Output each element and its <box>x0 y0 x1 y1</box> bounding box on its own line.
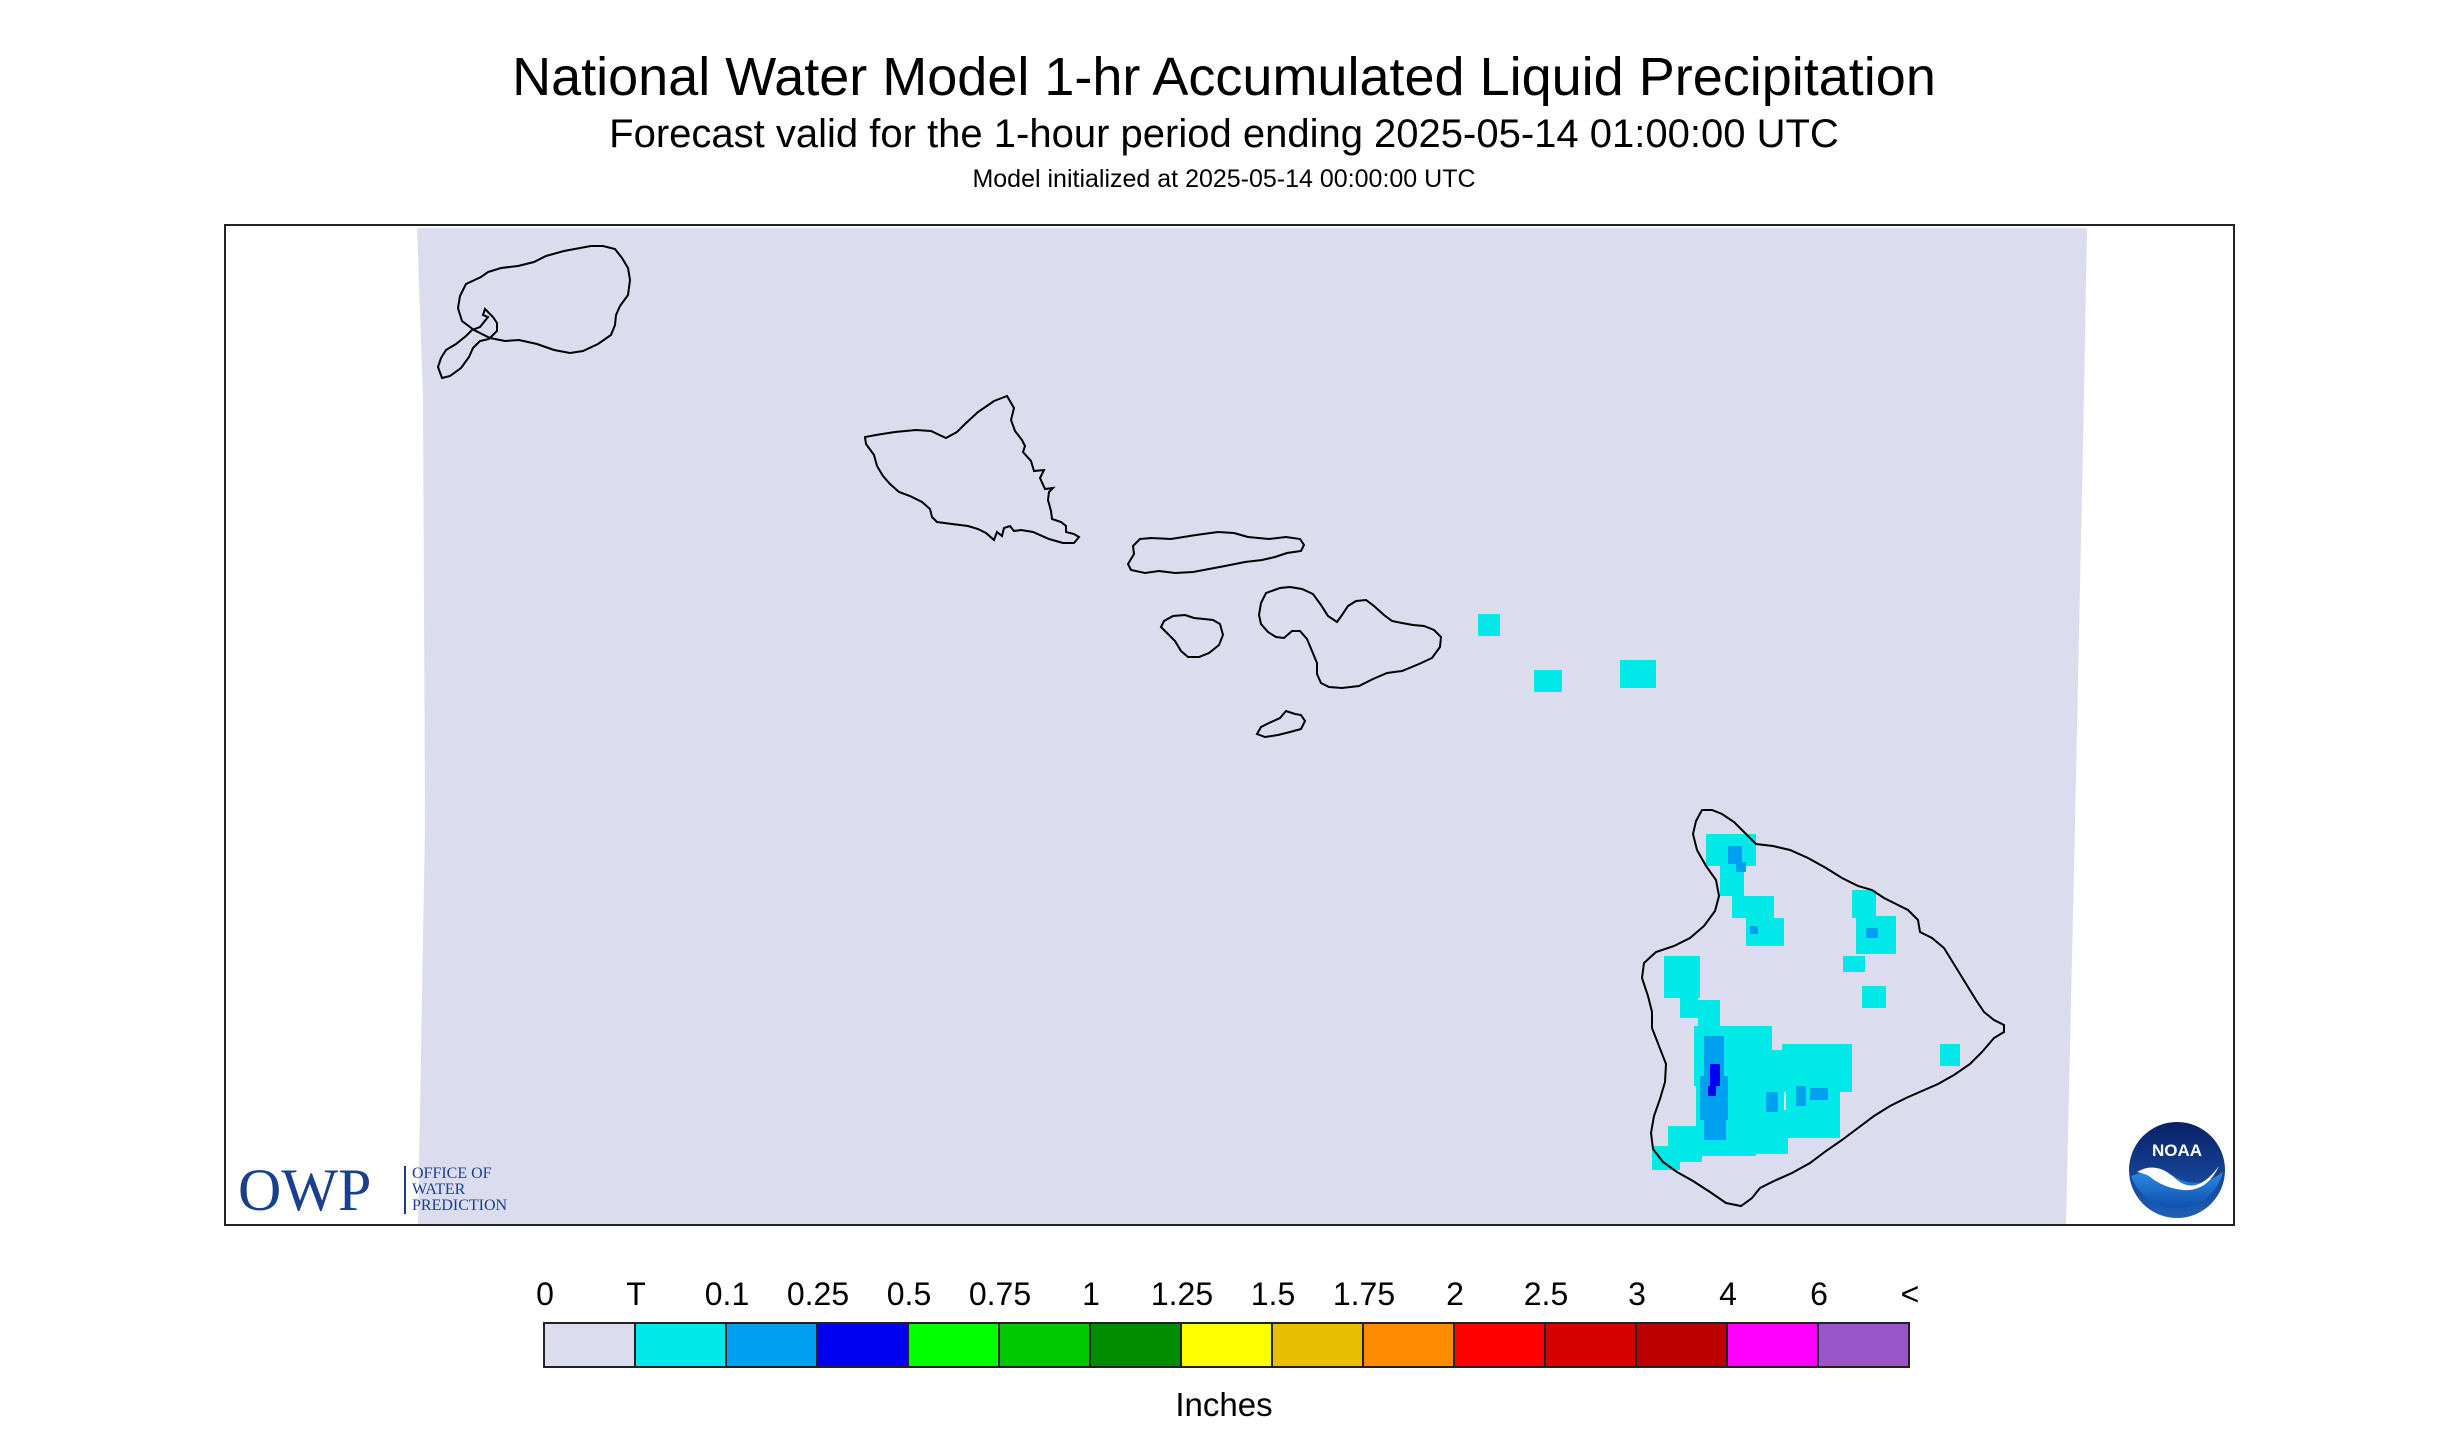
legend-label-7: 1.25 <box>1150 1276 1214 1312</box>
legend-swatch-8 <box>1273 1324 1364 1366</box>
legend-swatch-4 <box>909 1324 1000 1366</box>
legend-swatch-1 <box>636 1324 727 1366</box>
noaa-logo-text: NOAA <box>2152 1141 2202 1160</box>
owp-logo-line1: OFFICE OF <box>412 1165 492 1182</box>
legend-swatch-13 <box>1728 1324 1819 1366</box>
legend-swatch-6 <box>1091 1324 1182 1366</box>
legend-swatch-2 <box>727 1324 818 1366</box>
legend-label-2: 0.1 <box>704 1276 750 1312</box>
legend-label-11: 2.5 <box>1523 1276 1569 1312</box>
island-molokai <box>1126 530 1306 575</box>
legend-swatch-0 <box>545 1324 636 1366</box>
legend-label-1: T <box>626 1276 646 1312</box>
legend-label-14: 6 <box>1810 1276 1828 1312</box>
legend-labels: 0 T 0.1 0.25 0.5 0.75 1 1.25 1.5 1.75 2 2.5 3 4 6 < <box>0 1276 2448 1316</box>
legend-swatch-5 <box>1000 1324 1091 1366</box>
legend-label-10: 2 <box>1446 1276 1464 1312</box>
legend-label-13: 4 <box>1719 1276 1737 1312</box>
island-kahoolawe <box>1255 709 1307 739</box>
island-niihau <box>436 307 498 380</box>
island-maui <box>1257 585 1443 690</box>
island-lanai <box>1159 613 1225 658</box>
precip-maui <box>1478 614 1656 692</box>
legend-swatch-14 <box>1819 1324 1908 1366</box>
owp-logo-text: OWP <box>238 1157 372 1223</box>
legend-label-0: 0 <box>536 1276 554 1312</box>
legend-units-label: Inches <box>1175 1386 1273 1423</box>
legend-label-9: 1.75 <box>1332 1276 1396 1312</box>
owp-logo-line3: PREDICTION <box>412 1197 508 1214</box>
legend-swatch-12 <box>1637 1324 1728 1366</box>
legend-swatch-7 <box>1182 1324 1273 1366</box>
legend-label-5: 0.75 <box>968 1276 1032 1312</box>
coastlines <box>436 245 2005 1208</box>
legend-swatch-9 <box>1364 1324 1455 1366</box>
noaa-logo[interactable]: NOAA <box>2127 1120 2227 1220</box>
legend-colorbar <box>543 1322 1910 1368</box>
owp-logo-divider <box>404 1166 406 1214</box>
island-kauai <box>456 245 632 355</box>
map-panel[interactable]: OWP OFFICE OF WATER PREDICTION NOAA <box>224 224 2235 1226</box>
legend-swatch-11 <box>1546 1324 1637 1366</box>
legend-label-6: 1 <box>1082 1276 1100 1312</box>
owp-logo[interactable]: OWP OFFICE OF WATER PREDICTION <box>238 1160 558 1220</box>
legend-label-4: 0.5 <box>886 1276 932 1312</box>
legend-label-12: 3 <box>1628 1276 1646 1312</box>
model-init-text: Model initialized at 2025-05-14 00:00:00… <box>972 165 1476 193</box>
island-hawaii <box>1640 809 2005 1208</box>
legend-swatch-3 <box>818 1324 909 1366</box>
legend-swatch-10 <box>1455 1324 1546 1366</box>
legend-label-8: 1.5 <box>1250 1276 1296 1312</box>
owp-logo-line2: WATER <box>412 1181 466 1198</box>
precip-map[interactable] <box>226 226 2233 1224</box>
chart-title: National Water Model 1-hr Accumulated Li… <box>512 47 1936 107</box>
legend-label-3: 0.25 <box>786 1276 850 1312</box>
legend-label-15: < <box>1900 1276 1920 1312</box>
chart-subtitle: Forecast valid for the 1-hour period end… <box>609 112 1839 156</box>
precip-hawaii <box>1652 834 1960 1170</box>
island-oahu <box>863 394 1081 544</box>
